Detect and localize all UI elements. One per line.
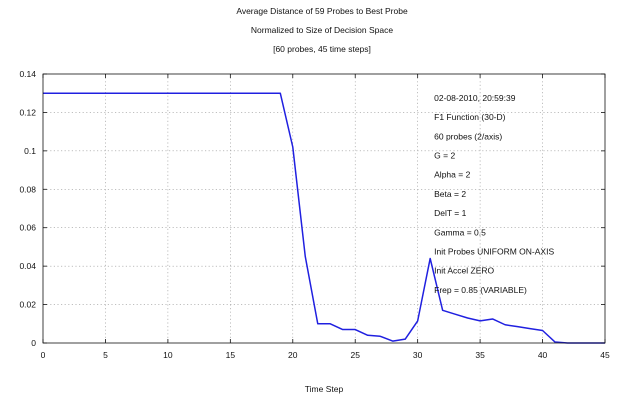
y-tick-label: 0.1 [24,146,36,156]
x-tick-label: 15 [226,350,236,360]
plot-border [42,73,606,344]
chart-subtitle-1: Normalized to Size of Decision Space [251,25,393,35]
chart-title: Average Distance of 59 Probes to Best Pr… [236,6,408,16]
series-layer [43,92,605,344]
grid [43,74,605,343]
x-tick-label: 40 [538,350,548,360]
y-axis: 0 0.02 0.04 0.06 0.08 0.1 0.12 0.14 [19,69,605,348]
x-tick-label: 0 [41,350,46,360]
annotation-line: F1 Function (30-D) [434,112,505,122]
x-tick-label: 30 [413,350,423,360]
annotation-line: Beta = 2 [434,189,466,199]
annotation-line: DelT = 1 [434,208,466,218]
annotation-line: G = 2 [434,151,455,161]
y-tick-label: 0 [31,338,36,348]
y-tick-label: 0.02 [19,300,36,310]
y-tick-label: 0.14 [19,69,36,79]
y-tick-label: 0.04 [19,261,36,271]
x-axis: 0 5 10 15 20 25 30 35 40 45 [41,74,610,360]
annotation-line: Gamma = 0.5 [434,227,486,237]
x-tick-label: 35 [475,350,485,360]
x-tick-label: 25 [350,350,360,360]
annotation-block: 02-08-2010, 20:59:39 F1 Function (30-D) 60… [434,93,554,295]
x-tick-label: 20 [288,350,298,360]
x-axis-label: Time Step [305,384,344,394]
y-tick-label: 0.08 [19,184,36,194]
annotation-line: 60 probes (2/axis) [434,131,502,141]
chart-subtitle-2: [60 probes, 45 time steps] [273,44,371,54]
plot-frame [42,73,606,344]
annotation-line: 02-08-2010, 20:59:39 [434,93,516,103]
annotation-line: Alpha = 2 [434,170,470,180]
y-tick-label: 0.06 [19,223,36,233]
annotation-line: Frep = 0.85 (VARIABLE) [434,285,527,295]
y-tick-label: 0.12 [19,107,36,117]
x-tick-label: 5 [103,350,108,360]
x-tick-label: 45 [600,350,610,360]
annotation-line: Init Accel ZERO [434,266,494,276]
annotation-line: Init Probes UNIFORM ON-AXIS [434,247,554,257]
x-tick-label: 10 [163,350,173,360]
series-line-0 [43,92,605,344]
